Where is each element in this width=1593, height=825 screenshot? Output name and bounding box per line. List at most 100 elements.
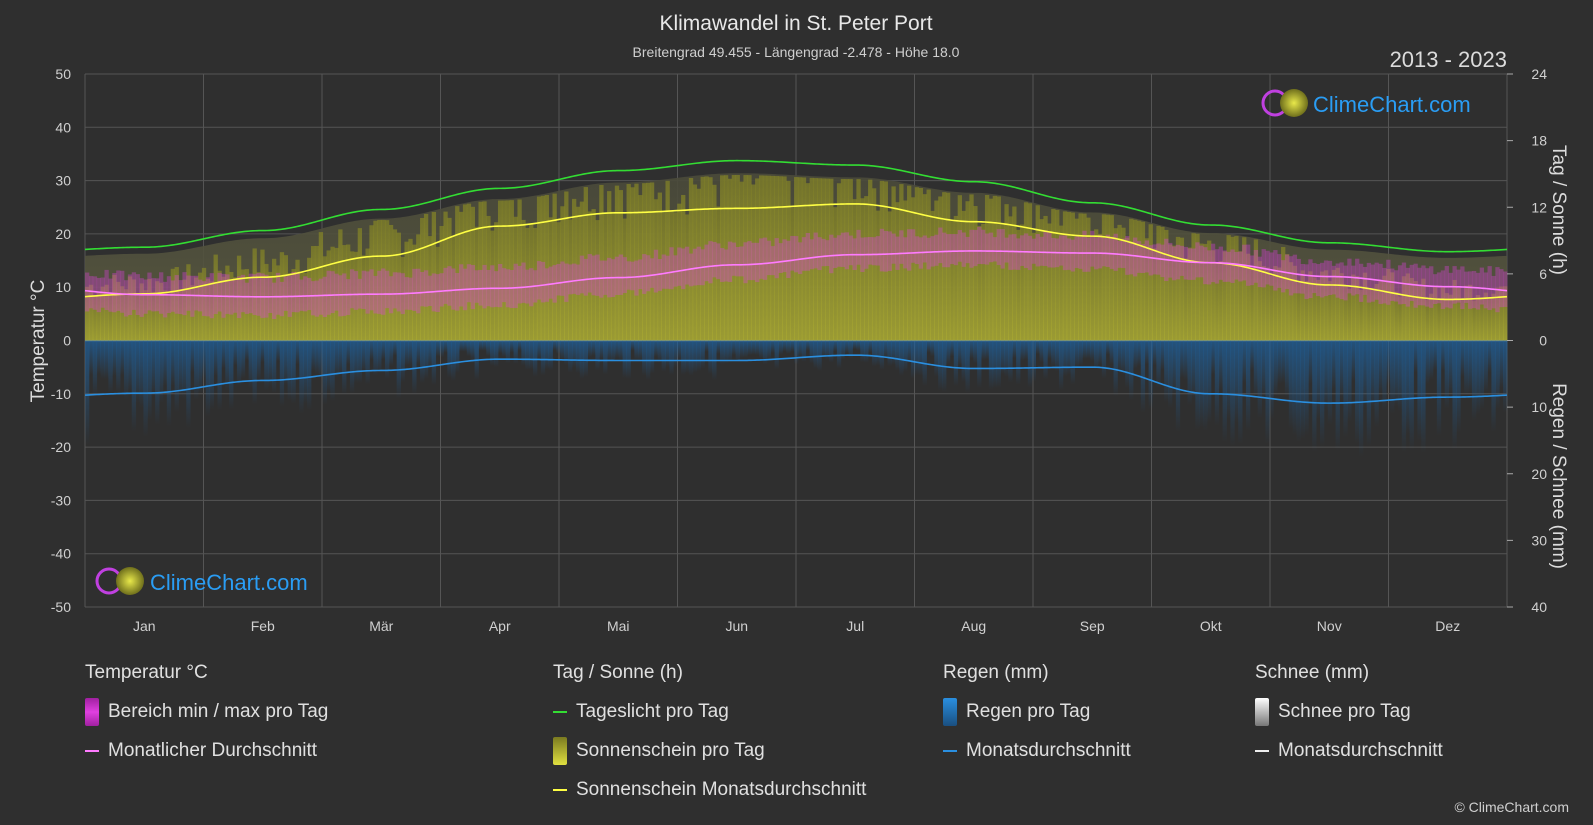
sunshine-bar [404,241,409,341]
temp-range-bar [981,229,986,265]
sunshine-bar [1460,298,1465,341]
legend-item-temp-avg[interactable]: Monatlicher Durchschnitt [85,737,328,765]
sunshine-bar [833,207,838,341]
temp-range-bar [205,277,211,317]
rain-bar [295,340,300,365]
sunshine-bar [135,294,140,341]
legend-item-snow-avg[interactable]: Monatsdurchschnitt [1255,737,1443,765]
rain-bar [907,340,912,363]
sunshine-bar [688,178,694,341]
temp-range-bar [875,236,881,266]
rain-bar [1027,340,1033,388]
rain-bar [299,340,304,414]
temp-range-bar [1082,230,1087,272]
sunshine-bar [1448,294,1453,341]
temp-range-bar [1417,267,1422,306]
temp-range-bar [392,272,398,309]
temp-range-bar [871,237,877,266]
y-right-bottom-tick-label: 40 [1531,599,1547,615]
sunshine-bar [1320,271,1325,341]
sunshine-bar [1491,293,1496,341]
legend-item-rain[interactable]: Regen pro Tag [943,698,1131,726]
temp-range-bar [1148,245,1153,276]
temp-range-bar [85,272,90,312]
sunshine-bar [310,246,316,341]
sunshine-bar [961,210,966,341]
legend-item-daylight[interactable]: Tageslicht pro Tag [553,698,866,726]
rain-bar [1125,340,1130,388]
temp-range-bar [248,273,253,314]
sunshine-bar [1343,285,1348,341]
temp-range-bar [326,270,331,315]
sunshine-bar [1292,265,1298,341]
rain-bar [778,340,783,355]
temp-range-bar [1195,242,1200,278]
temp-range-bar [143,279,148,314]
rain-bar [470,340,475,360]
rain-bar [182,340,187,400]
temp-range-bar [88,276,94,309]
temp-range-bar [1339,262,1344,300]
rain-bar [591,340,596,356]
sunshine-bar [1117,224,1122,341]
temp-range-bar [731,242,737,276]
legend-item-sunshine[interactable]: Sonnenschein pro Tag [553,737,866,765]
rain-bar [1051,340,1056,367]
logo-bottom-left[interactable]: ClimeChart.com [95,567,308,595]
sunshine-bar [1401,276,1407,341]
temp-range-bar [727,241,733,282]
sunshine-bar [1281,246,1286,341]
temp-range-bar [490,265,495,308]
sunshine-bar [299,272,304,341]
sunshine-bar [1249,268,1255,341]
legend-item-temp-range[interactable]: Bereich min / max pro Tag [85,698,328,726]
sunshine-bar [583,187,588,341]
sunshine-bar [275,265,281,341]
rain-bar [1191,340,1196,399]
sunshine-bar [490,230,495,341]
sunshine-bar [155,281,160,341]
temp-range-bar [1000,229,1005,269]
rain-bar [1218,340,1223,390]
sunshine-bar [377,219,382,341]
rain-bar [1210,340,1216,375]
sunshine-bar [540,195,546,341]
temp-range-bar [178,280,183,315]
rain-bar [455,340,460,373]
rain-bar [490,340,495,366]
temp-range-bar [1207,250,1212,285]
sunshine-bar [634,183,639,341]
sunshine-bar [758,175,764,341]
legend-item-rain-avg[interactable]: Monatsdurchschnitt [943,737,1131,765]
legend-item-sunshine-avg[interactable]: Sonnenschein Monatsdurchschnitt [553,776,866,804]
rain-bar [1475,340,1481,415]
legend-rain: Regen (mm) Regen pro Tag Monatsdurchschn… [943,660,1131,776]
rain-bar [509,340,514,353]
temp-range-bar [797,242,803,275]
legend-item-snow[interactable]: Schnee pro Tag [1255,698,1443,726]
logo-top-right[interactable]: ClimeChart.com [1261,89,1471,117]
rain-bar [560,340,565,360]
x-tick-label: Jul [846,618,864,634]
sunshine-bar [548,217,553,341]
sunshine-bar [1429,293,1434,341]
rain-bar [1164,340,1169,403]
sunshine-bar [817,178,822,341]
temp-range-bar [1058,235,1064,266]
sunshine-bar [190,285,195,341]
sunshine-bar [751,184,756,341]
rain-bar [1292,340,1298,436]
sunshine-bar [88,284,94,341]
sunshine-bar [821,178,826,341]
sunshine-bar [836,183,842,341]
rain-bar [1222,340,1227,443]
rain-bar [681,340,686,375]
rain-bar [840,340,846,360]
temp-range-bar [1097,234,1103,269]
rain-bar [1226,340,1231,419]
climate-chart: Klimawandel in St. Peter Port Breitengra… [28,12,1569,634]
sunshine-bar [778,176,783,341]
sunshine-bar [470,206,475,341]
temp-range-bar [322,276,327,318]
rain-bar [821,340,826,358]
